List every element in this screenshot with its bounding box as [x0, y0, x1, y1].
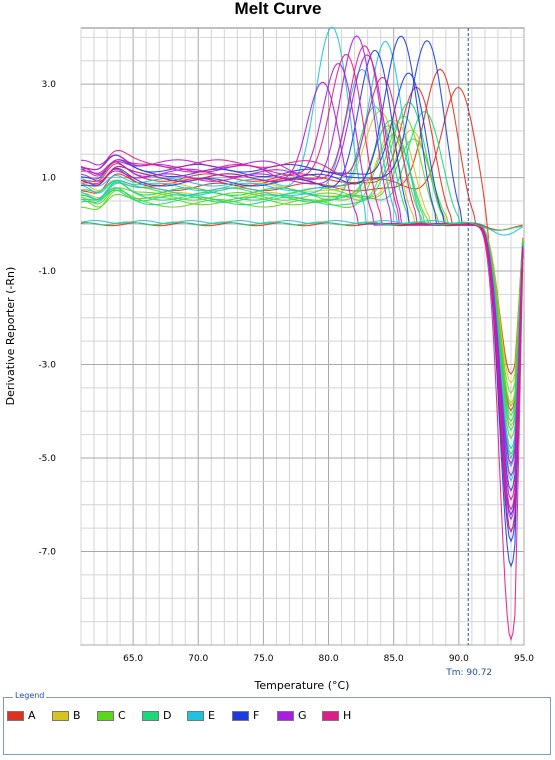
x-tick-label: 80.0: [319, 654, 339, 664]
legend-label: B: [73, 709, 81, 722]
x-tick-label: 75.0: [253, 654, 273, 664]
melt-curve-line: [80, 111, 524, 459]
legend: Legend A B C D E F G H: [3, 691, 551, 755]
y-tick-label: -3.0: [38, 361, 56, 371]
legend-label: D: [163, 709, 172, 722]
legend-label: E: [208, 709, 215, 722]
legend-label: A: [28, 709, 36, 722]
x-tick-label: 65.0: [123, 654, 143, 664]
legend-label: G: [298, 709, 307, 722]
melt-curve-line: [80, 220, 523, 236]
y-axis-label: Derivative Reporter (-Rn): [4, 267, 17, 406]
legend-label: F: [253, 709, 260, 722]
legend-swatch: [232, 710, 249, 721]
x-axis-ticks: 65.0 70.0 75.0 80.0 85.0 90.0 95.0: [123, 654, 534, 664]
y-tick-label: 3.0: [42, 80, 57, 90]
legend-title: Legend: [13, 691, 47, 700]
x-tick-label: 90.0: [449, 654, 469, 664]
legend-entry[interactable]: B: [52, 709, 97, 722]
legend-entry[interactable]: F: [232, 709, 277, 722]
tm-marker: Tm: 90.72: [445, 28, 492, 678]
y-tick-label: -1.0: [38, 267, 56, 277]
melt-curve-line: [80, 54, 524, 521]
melt-curve-line: [80, 86, 524, 412]
legend-entry[interactable]: H: [322, 709, 367, 722]
legend-swatch: [277, 710, 294, 721]
curve-series: [80, 26, 524, 642]
y-tick-label: -5.0: [38, 454, 56, 464]
y-tick-label: 1.0: [42, 174, 57, 184]
legend-swatch: [7, 710, 24, 721]
legend-entry[interactable]: A: [7, 709, 52, 722]
legend-entry[interactable]: G: [277, 709, 322, 722]
legend-swatch: [142, 710, 159, 721]
legend-swatch: [52, 710, 69, 721]
legend-label: C: [118, 709, 126, 722]
melt-curve-line: [80, 221, 523, 231]
melt-curve-line: [80, 222, 523, 231]
x-tick-label: 70.0: [188, 654, 208, 664]
y-tick-label: -7.0: [38, 548, 56, 558]
legend-entry[interactable]: C: [97, 709, 142, 722]
legend-items: A B C D E F G H: [7, 709, 367, 722]
x-axis-label: Temperature (°C): [254, 679, 350, 692]
legend-entry[interactable]: E: [187, 709, 232, 722]
legend-label: H: [343, 709, 352, 722]
legend-swatch: [97, 710, 114, 721]
legend-entry[interactable]: D: [142, 709, 187, 722]
melt-curve-line: [80, 40, 524, 517]
x-tick-label: 95.0: [514, 654, 534, 664]
chart-title: Melt Curve: [235, 0, 322, 18]
grid-lines: [80, 28, 525, 646]
y-axis-ticks: 3.0 1.0 -1.0 -3.0 -5.0 -7.0: [38, 80, 56, 557]
legend-swatch: [187, 710, 204, 721]
x-tick-label: 85.0: [384, 654, 404, 664]
legend-swatch: [322, 710, 339, 721]
tm-marker-label: Tm: 90.72: [445, 668, 492, 678]
